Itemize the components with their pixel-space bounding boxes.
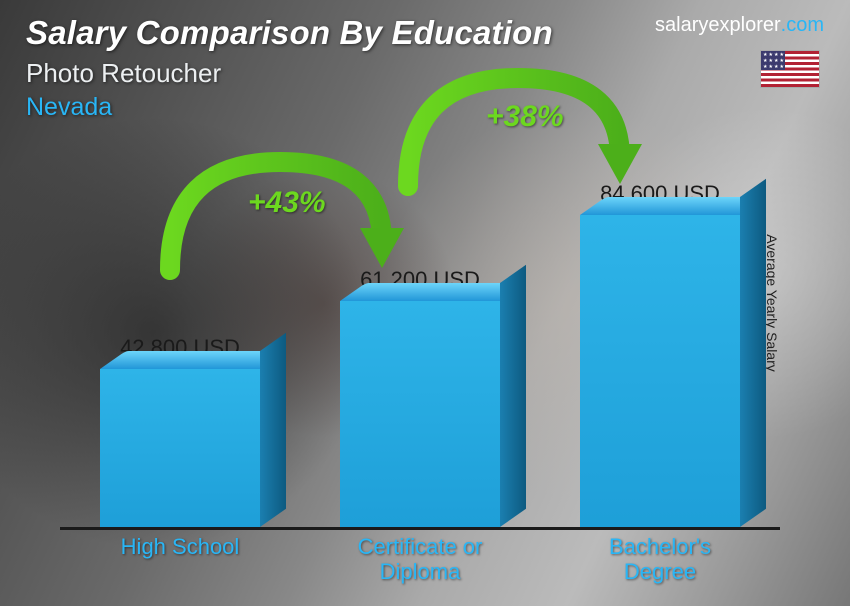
bar — [100, 369, 260, 527]
bar-top-face — [340, 283, 526, 301]
flag-icon — [760, 50, 820, 88]
bar-label: High School — [60, 534, 300, 584]
bar-label: Certificate orDiploma — [300, 534, 540, 584]
x-axis-labels: High School Certificate orDiploma Bachel… — [60, 534, 780, 584]
bar-front-face — [100, 369, 260, 527]
chart-subtitle: Photo Retoucher — [26, 58, 553, 89]
brand-domain: .com — [781, 14, 824, 37]
percent-increase-1: +38% — [486, 100, 564, 134]
bar — [580, 215, 740, 527]
bars-container: 42,800 USD 61,200 USD 84,600 USD — [60, 150, 780, 527]
bar-group-2: 84,600 USD — [540, 181, 780, 527]
bar — [340, 301, 500, 527]
bar-group-0: 42,800 USD — [60, 335, 300, 527]
percent-increase-0: +43% — [248, 186, 326, 220]
bar-top-face — [580, 197, 766, 215]
bar-chart: 42,800 USD 61,200 USD 84,600 USD — [60, 150, 780, 584]
header: Salary Comparison By Education Photo Ret… — [26, 14, 824, 122]
bar-group-1: 61,200 USD — [300, 267, 540, 527]
bar-side-face — [500, 265, 526, 527]
bar-side-face — [260, 333, 286, 527]
bar-front-face — [580, 215, 740, 527]
chart-title: Salary Comparison By Education — [26, 14, 553, 52]
header-left: Salary Comparison By Education Photo Ret… — [26, 14, 553, 122]
bar-label: Bachelor'sDegree — [540, 534, 780, 584]
brand-name: salaryexplorer — [655, 14, 781, 37]
chart-region: Nevada — [26, 93, 553, 122]
x-axis-line — [60, 527, 780, 530]
brand-watermark: salaryexplorer.com — [655, 14, 824, 37]
bar-top-face — [100, 351, 286, 369]
bar-side-face — [740, 179, 766, 527]
bar-front-face — [340, 301, 500, 527]
